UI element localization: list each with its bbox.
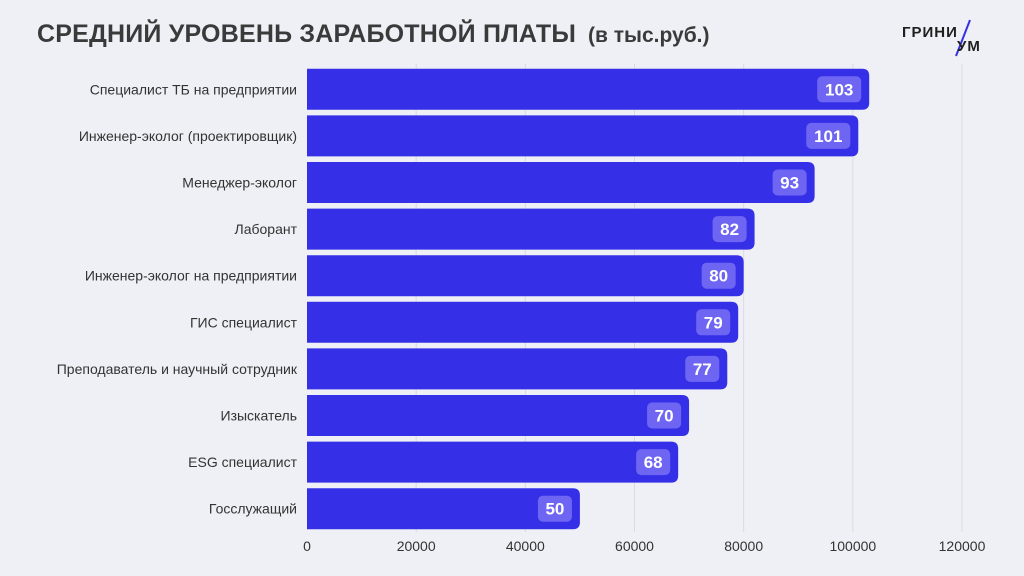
x-tick-label: 40000 xyxy=(506,538,545,554)
value-badge xyxy=(636,449,671,476)
value-label: 80 xyxy=(709,267,728,286)
brand-logo: ГРИНИ УМ xyxy=(900,18,990,58)
logo-slash-icon xyxy=(955,19,971,57)
value-badge xyxy=(685,355,720,382)
value-label: 68 xyxy=(644,453,663,472)
x-tick-label: 60000 xyxy=(615,538,654,554)
bar xyxy=(307,255,744,297)
x-tick-label: 80000 xyxy=(724,538,763,554)
value-badge xyxy=(806,122,851,149)
category-label: Преподаватель и научный сотрудник xyxy=(57,361,298,377)
value-label: 103 xyxy=(825,80,853,99)
bar xyxy=(307,162,815,203)
category-label: Инженер-эколог на предприятии xyxy=(85,268,297,284)
value-label: 82 xyxy=(720,220,739,239)
bar xyxy=(307,488,580,530)
chart-title: СРЕДНИЙ УРОВЕНЬ ЗАРАБОТНОЙ ПЛАТЫ xyxy=(37,20,577,48)
bar xyxy=(307,301,739,343)
value-badge xyxy=(701,262,736,289)
value-label: 101 xyxy=(814,127,842,146)
category-label: Менеджер-эколог xyxy=(182,175,297,191)
bar xyxy=(307,441,679,483)
x-tick-label: 120000 xyxy=(939,538,986,554)
x-tick-label: 100000 xyxy=(829,538,876,554)
value-label: 70 xyxy=(655,407,674,426)
value-badge xyxy=(772,169,807,196)
category-label: Изыскатель xyxy=(221,408,298,424)
chart-title-row: СРЕДНИЙ УРОВЕНЬ ЗАРАБОТНОЙ ПЛАТЫ (в тыс.… xyxy=(37,20,710,49)
value-label: 50 xyxy=(545,500,564,519)
bar xyxy=(307,208,755,250)
logo-text-part1: ГРИНИ xyxy=(902,24,958,41)
category-label: Госслужащий xyxy=(209,501,297,517)
category-label: ГИС специалист xyxy=(190,314,298,330)
x-tick-label: 0 xyxy=(303,538,311,554)
logo-text-part2: УМ xyxy=(957,38,981,55)
value-badge xyxy=(647,402,682,429)
bar xyxy=(307,395,690,436)
category-label: Инженер-эколог (проектировщик) xyxy=(79,128,297,144)
bar xyxy=(307,115,859,157)
bar xyxy=(307,68,870,110)
chart-unit: (в тыс.руб.) xyxy=(588,24,710,47)
category-label: Специалист ТБ на предприятии xyxy=(90,81,297,97)
x-tick-label: 20000 xyxy=(397,538,436,554)
bar xyxy=(307,348,728,390)
value-badge xyxy=(696,309,731,336)
value-label: 79 xyxy=(704,313,723,332)
value-badge xyxy=(537,495,572,522)
value-label: 77 xyxy=(693,360,712,379)
value-badge xyxy=(817,76,862,103)
value-label: 93 xyxy=(780,174,799,193)
category-label: ESG специалист xyxy=(188,454,297,470)
category-label: Лаборант xyxy=(235,221,298,237)
value-badge xyxy=(712,216,747,243)
